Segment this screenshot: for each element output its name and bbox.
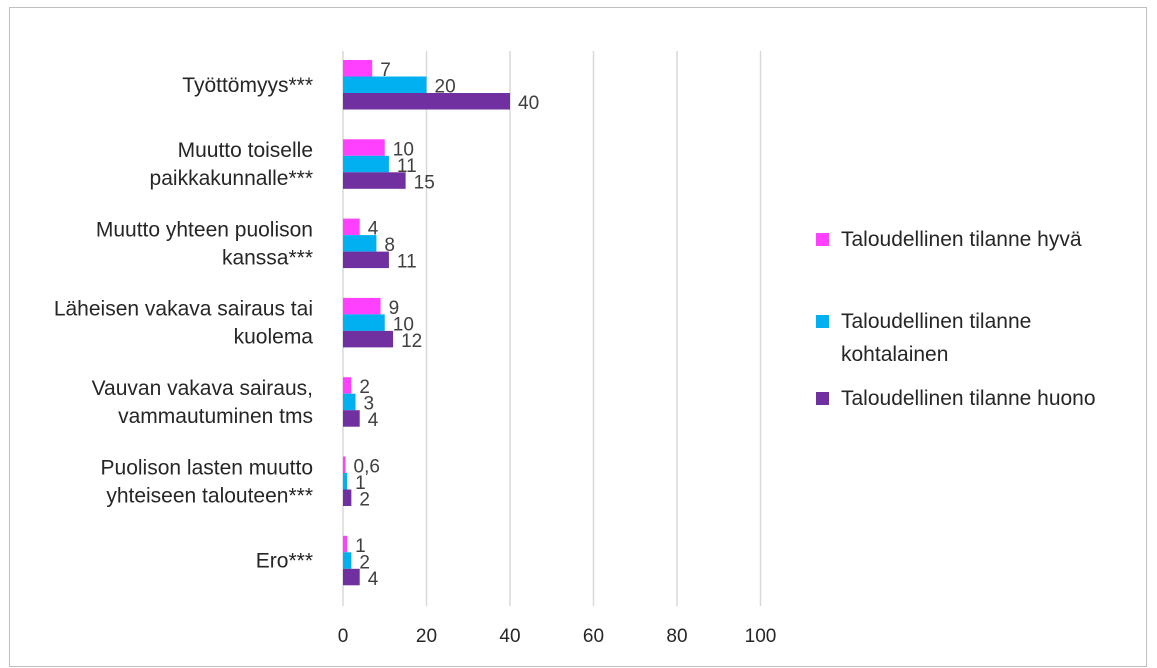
data-label: 4 bbox=[368, 569, 379, 590]
data-label: 15 bbox=[414, 172, 435, 193]
bar bbox=[343, 93, 510, 110]
bar bbox=[343, 473, 348, 490]
category-label: Läheisen vakava sairaus tai bbox=[54, 298, 313, 321]
data-label: 1 bbox=[355, 536, 366, 557]
category-label: Työttömyys*** bbox=[182, 74, 313, 97]
data-label: 10 bbox=[393, 314, 414, 335]
bar bbox=[343, 568, 360, 586]
bar bbox=[343, 377, 352, 394]
bar bbox=[343, 330, 394, 348]
data-label: 12 bbox=[401, 331, 422, 352]
category-label: Muutto yhteen puolison bbox=[96, 218, 313, 241]
bar bbox=[343, 410, 360, 427]
data-label: 0,6 bbox=[354, 457, 380, 478]
bar bbox=[343, 393, 356, 411]
category-labels: Työttömyys*** Muutto toiselle paikkakunnal… bbox=[54, 74, 313, 573]
bar bbox=[343, 172, 406, 189]
x-axis-ticks: 0 20 40 60 80 100 bbox=[338, 626, 777, 647]
data-label: 7 bbox=[380, 60, 391, 81]
bar bbox=[343, 76, 427, 93]
bar bbox=[343, 552, 352, 569]
data-label: 11 bbox=[397, 252, 417, 273]
data-label: 3 bbox=[364, 394, 375, 415]
bar bbox=[343, 139, 385, 156]
data-label: 20 bbox=[435, 77, 456, 98]
category-label: Muutto toiselle bbox=[178, 139, 313, 162]
bar bbox=[343, 251, 389, 269]
x-tick-label: 80 bbox=[666, 626, 687, 647]
x-tick-label: 20 bbox=[416, 626, 437, 647]
data-label: 2 bbox=[359, 490, 370, 511]
data-label: 11 bbox=[397, 156, 417, 177]
bar bbox=[343, 218, 360, 236]
category-label: kanssa*** bbox=[222, 246, 313, 269]
bar bbox=[343, 155, 389, 173]
x-tick-label: 60 bbox=[583, 626, 604, 647]
category-label: Puolison lasten muutto bbox=[101, 456, 313, 479]
legend-swatch bbox=[816, 233, 829, 246]
legend-label: kohtalainen bbox=[841, 343, 948, 366]
bar bbox=[343, 235, 377, 252]
data-label: 2 bbox=[359, 377, 370, 398]
data-label: 10 bbox=[393, 139, 414, 160]
data-label: 4 bbox=[368, 219, 379, 240]
data-label: 40 bbox=[518, 93, 539, 114]
data-label: 1 bbox=[355, 473, 366, 494]
x-tick-label: 40 bbox=[499, 626, 520, 647]
data-label: 9 bbox=[389, 298, 400, 319]
category-label: kuolema bbox=[234, 326, 314, 349]
bar bbox=[343, 314, 385, 331]
legend-label: Taloudellinen tilanne bbox=[841, 310, 1031, 333]
data-label: 8 bbox=[384, 235, 395, 256]
category-label: paikkakunnalle*** bbox=[150, 167, 313, 190]
x-tick-label: 100 bbox=[745, 626, 777, 647]
bar bbox=[343, 489, 352, 506]
category-label: yhteiseen talouteen*** bbox=[106, 484, 313, 507]
bar bbox=[343, 297, 381, 315]
legend-swatch bbox=[816, 392, 829, 405]
bar bbox=[343, 535, 348, 553]
data-label: 2 bbox=[359, 552, 370, 573]
category-label: Vauvan vakava sairaus, bbox=[92, 377, 313, 400]
category-label: Ero*** bbox=[256, 550, 313, 573]
bar bbox=[343, 456, 346, 473]
data-label: 4 bbox=[368, 410, 379, 431]
legend: Taloudellinen tilanne hyvä Taloudellinen … bbox=[816, 228, 1096, 410]
legend-label: Taloudellinen tilanne hyvä bbox=[841, 228, 1082, 251]
gridlines bbox=[342, 51, 762, 606]
category-label: vammautuminen tms bbox=[118, 405, 313, 428]
legend-swatch bbox=[816, 315, 829, 328]
x-tick-label: 0 bbox=[338, 626, 349, 647]
legend-label: Taloudellinen tilanne huono bbox=[841, 387, 1096, 410]
chart-frame: 7 20 40 10 11 15 4 8 11 9 10 12 2 3 4 0,6 1 2 1 2 4 Työttömy… bbox=[9, 7, 1147, 667]
bar bbox=[343, 60, 373, 77]
